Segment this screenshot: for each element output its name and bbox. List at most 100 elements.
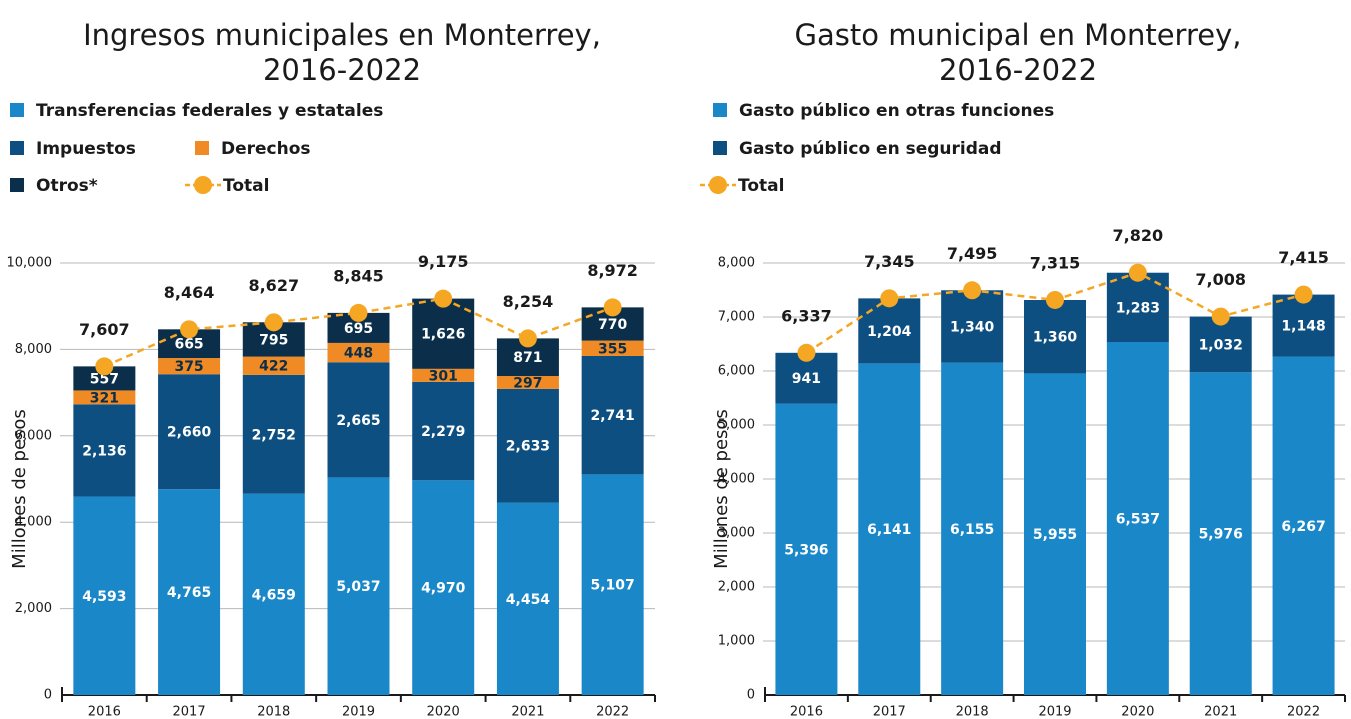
y-tick-label: 5,000 <box>718 418 755 433</box>
total-marker <box>180 320 199 339</box>
data-label: 1,626 <box>421 327 465 343</box>
total-marker <box>1211 307 1230 326</box>
total-label: 8,627 <box>248 276 299 295</box>
legend-swatch <box>10 178 24 192</box>
y-tick-label: 4,000 <box>718 472 755 487</box>
legend-swatch <box>195 141 209 155</box>
y-tick-label: 0 <box>747 688 755 703</box>
total-label: 8,845 <box>333 266 384 285</box>
data-label: 4,454 <box>506 592 551 608</box>
x-tick-label: 2022 <box>1287 705 1320 719</box>
bar-segment <box>158 489 221 695</box>
bar-segment <box>73 390 136 405</box>
total-marker <box>1046 290 1064 309</box>
y-tick-label: 8,000 <box>718 256 755 271</box>
total-label: 6,337 <box>781 306 832 325</box>
data-label: 422 <box>259 359 288 375</box>
y-tick-label: 6,000 <box>15 428 52 443</box>
legend-swatch <box>10 141 24 155</box>
bar-segment <box>1106 342 1169 695</box>
legend-label: Total <box>738 176 784 196</box>
data-label: 1,204 <box>867 324 912 340</box>
total-label: 7,315 <box>1030 253 1081 272</box>
x-tick-label: 2016 <box>790 705 823 719</box>
total-marker <box>603 298 622 317</box>
y-tick-label: 10,000 <box>7 256 53 271</box>
bar-segment <box>242 356 305 375</box>
y-axis-label: Millones de pesos <box>9 409 30 569</box>
data-label: 941 <box>792 371 821 387</box>
legend-label: Gasto público en seguridad <box>739 139 1002 159</box>
bar-segment <box>242 493 305 695</box>
data-label: 2,279 <box>421 424 465 440</box>
data-label: 2,752 <box>252 427 296 443</box>
total-label: 7,495 <box>947 244 998 263</box>
legend-label: Gasto público en otras funciones <box>739 101 1054 121</box>
bar-segment <box>1189 316 1252 373</box>
data-label: 4,659 <box>252 587 296 603</box>
bar-segment <box>581 474 644 695</box>
x-tick-label: 2017 <box>873 705 906 719</box>
bar-segment <box>1189 372 1252 695</box>
total-marker <box>1128 263 1147 282</box>
bar-segment <box>496 376 559 389</box>
data-label: 5,396 <box>784 542 828 558</box>
bar-segment <box>242 374 305 494</box>
bar-segment <box>412 298 475 369</box>
data-label: 1,148 <box>1281 319 1325 335</box>
y-tick-label: 1,000 <box>718 634 755 649</box>
bar-segment <box>941 290 1004 363</box>
data-label: 1,032 <box>1199 337 1243 353</box>
bar-segment <box>327 342 390 363</box>
x-tick-label: 2017 <box>173 705 206 719</box>
y-tick-label: 2,000 <box>718 580 755 595</box>
bar-segment <box>327 362 390 478</box>
bar-segment <box>412 480 475 695</box>
x-tick-label: 2019 <box>342 705 375 719</box>
legend-swatch <box>10 103 24 117</box>
bar-segment <box>327 477 390 695</box>
legend-label: Otros* <box>36 176 98 196</box>
data-label: 770 <box>598 317 627 333</box>
total-marker <box>797 343 816 362</box>
total-label: 8,464 <box>164 283 215 302</box>
x-tick-label: 2018 <box>956 705 989 719</box>
bar-segment <box>581 340 644 356</box>
data-label: 6,155 <box>950 522 994 538</box>
y-tick-label: 7,000 <box>718 310 755 325</box>
x-tick-label: 2019 <box>1038 705 1071 719</box>
x-tick-label: 2021 <box>511 705 544 719</box>
legend-label: Transferencias federales y estatales <box>36 101 383 121</box>
data-label: 6,141 <box>867 522 911 538</box>
data-label: 6,537 <box>1116 512 1160 528</box>
data-label: 695 <box>344 321 373 337</box>
x-tick-label: 2018 <box>257 705 290 719</box>
legend-label: Derechos <box>221 139 311 159</box>
bar-segment <box>412 381 475 481</box>
data-label: 321 <box>90 390 119 406</box>
data-label: 5,955 <box>1033 527 1077 543</box>
data-label: 1,360 <box>1033 330 1078 346</box>
bar-segment <box>775 403 838 695</box>
chart-title: Gasto municipal en Monterrey, <box>795 18 1242 52</box>
total-label: 8,254 <box>503 292 554 311</box>
total-marker <box>349 303 368 322</box>
y-tick-label: 6,000 <box>718 364 755 379</box>
legend-label: Impuestos <box>36 139 136 159</box>
x-tick-label: 2021 <box>1204 705 1237 719</box>
data-label: 2,665 <box>336 413 380 429</box>
total-label: 7,820 <box>1113 226 1164 245</box>
x-tick-label: 2020 <box>1121 705 1154 719</box>
data-label: 4,970 <box>421 581 466 597</box>
chart-title: 2016-2022 <box>939 53 1097 87</box>
data-label: 4,765 <box>167 585 211 601</box>
total-label: 7,607 <box>79 320 130 339</box>
y-tick-label: 8,000 <box>15 342 52 357</box>
y-tick-label: 2,000 <box>15 601 52 616</box>
legend-label: Total <box>223 176 269 196</box>
data-label: 375 <box>174 359 203 375</box>
chart-title: 2016-2022 <box>263 53 421 87</box>
bar-segment <box>581 355 644 475</box>
bar-segment <box>858 298 921 364</box>
